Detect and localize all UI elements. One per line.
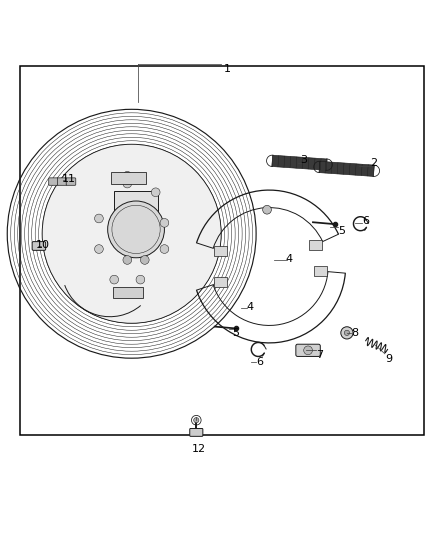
Circle shape: [123, 179, 132, 188]
FancyBboxPatch shape: [214, 278, 227, 287]
FancyBboxPatch shape: [111, 172, 146, 184]
FancyBboxPatch shape: [49, 178, 58, 185]
Text: 6: 6: [257, 357, 264, 367]
Text: 8: 8: [351, 328, 358, 338]
Circle shape: [344, 330, 350, 335]
FancyBboxPatch shape: [190, 429, 203, 437]
Circle shape: [42, 144, 221, 323]
Text: 9: 9: [385, 354, 392, 364]
FancyBboxPatch shape: [314, 266, 327, 276]
Bar: [20, 66, 424, 434]
Circle shape: [194, 417, 199, 423]
Polygon shape: [319, 161, 374, 176]
Text: 11: 11: [61, 174, 75, 184]
Circle shape: [160, 245, 169, 253]
Text: 5: 5: [338, 225, 345, 236]
FancyBboxPatch shape: [296, 344, 320, 357]
Text: 4: 4: [285, 254, 293, 264]
FancyBboxPatch shape: [309, 240, 322, 250]
Circle shape: [141, 256, 149, 264]
Circle shape: [123, 256, 132, 264]
Text: 3: 3: [300, 155, 307, 165]
Circle shape: [108, 201, 164, 258]
Circle shape: [124, 171, 131, 179]
FancyBboxPatch shape: [113, 287, 144, 298]
Text: 4: 4: [246, 302, 253, 312]
Circle shape: [341, 327, 353, 339]
Text: 12: 12: [192, 444, 206, 454]
FancyBboxPatch shape: [214, 246, 227, 255]
Text: 7: 7: [316, 350, 323, 360]
Circle shape: [151, 188, 160, 197]
Text: 6: 6: [362, 216, 369, 226]
Circle shape: [263, 205, 272, 214]
FancyBboxPatch shape: [32, 241, 46, 251]
Circle shape: [110, 275, 119, 284]
FancyBboxPatch shape: [57, 178, 67, 185]
Circle shape: [95, 245, 103, 253]
Text: 5: 5: [232, 328, 239, 338]
Text: 1: 1: [224, 64, 231, 74]
Polygon shape: [272, 155, 327, 171]
Circle shape: [304, 346, 312, 354]
FancyBboxPatch shape: [66, 178, 76, 185]
Text: 10: 10: [36, 240, 50, 249]
Bar: [114, 191, 158, 228]
Circle shape: [95, 214, 103, 223]
Text: 2: 2: [371, 158, 378, 167]
Circle shape: [160, 219, 169, 227]
Circle shape: [136, 275, 145, 284]
